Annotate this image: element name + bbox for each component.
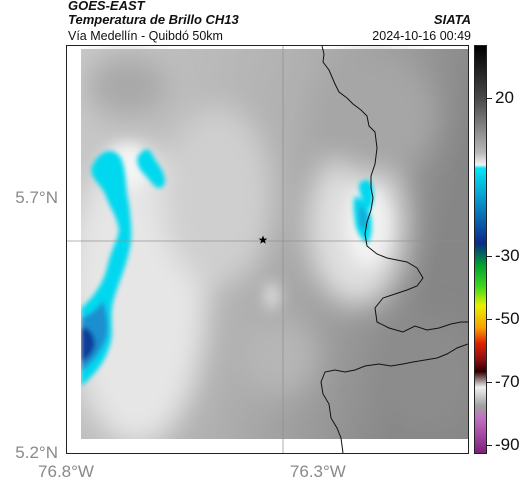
colorbar-tick-mark (487, 444, 492, 446)
no-data-left (67, 46, 81, 453)
no-data-bottom (67, 439, 468, 453)
gridlines (67, 46, 468, 453)
satellite-map[interactable] (66, 45, 469, 454)
colorbar-tick-mark (487, 255, 492, 257)
colorbar-tick-mark (487, 98, 492, 100)
satellite-source: GOES-EAST (68, 0, 145, 13)
longitude-tick-label: 76.3°W (289, 462, 346, 481)
colorbar-tick-label: -50 (495, 308, 520, 328)
region-label: Vía Medellín - Quibdó 50km (68, 29, 223, 43)
product-title: Temperatura de Brillo CH13 (68, 12, 239, 27)
colorbar-tick-label: -30 (495, 245, 520, 265)
temperature-colorbar (474, 45, 487, 454)
colorbar-tick-label: 20 (495, 88, 514, 108)
department-boundaries (320, 46, 468, 453)
location-star-marker[interactable] (258, 235, 268, 244)
title-block: GOES-EAST Temperatura de Brillo CH13 SIA… (68, 0, 471, 46)
longitude-tick-label: 76.8°W (38, 462, 94, 481)
colorbar-tick-mark (487, 381, 492, 383)
brightness-temperature-field (67, 49, 468, 446)
cold-cloud-tops (81, 149, 374, 386)
latitude-tick-label: 5.7°N (15, 188, 58, 208)
colorbar-tick-label: -90 (495, 434, 520, 454)
colorbar-tick-label: -70 (495, 371, 520, 391)
latitude-tick-label: 5.2°N (15, 443, 58, 462)
colorbar-tick-mark (487, 318, 492, 320)
organization-label: SIATA (433, 12, 471, 27)
map-canvas (67, 46, 468, 453)
datetime-label: 2024-10-16 00:49 (372, 29, 471, 43)
